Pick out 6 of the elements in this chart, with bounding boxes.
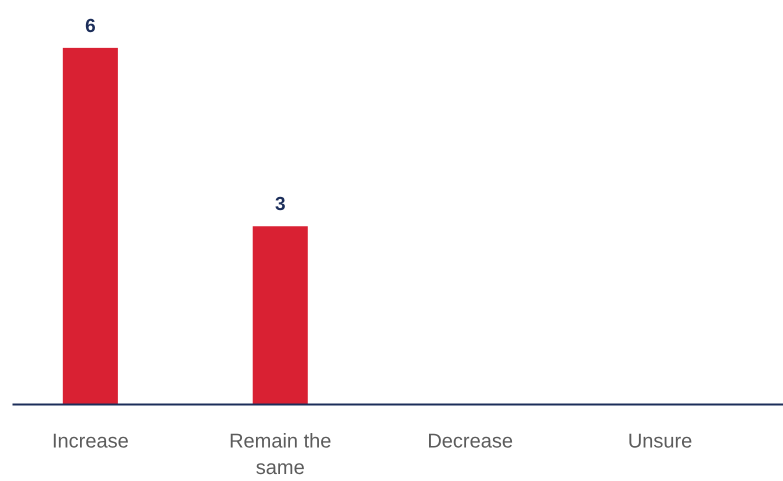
x-tick-label: Increase	[52, 430, 129, 452]
x-tick-label: Unsure	[628, 430, 692, 452]
x-tick-label: Remain the same	[229, 430, 332, 479]
data-label: 6	[85, 16, 96, 37]
x-tick-label: Decrease	[427, 430, 513, 452]
data-label: 3	[274, 194, 286, 216]
